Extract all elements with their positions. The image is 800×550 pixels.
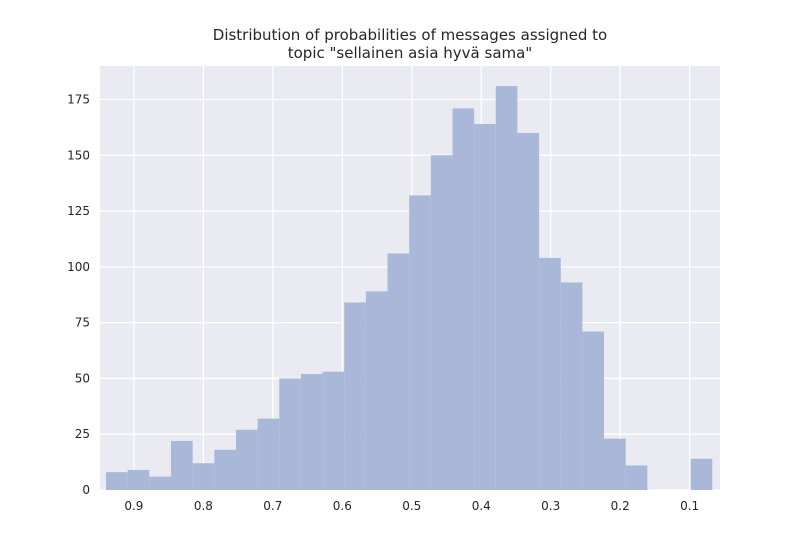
- y-tick-label: 25: [75, 427, 90, 441]
- histogram-bar: [170, 440, 193, 490]
- histogram-bar: [344, 302, 366, 490]
- histogram-bar: [149, 476, 171, 490]
- histogram-bar: [300, 373, 323, 490]
- y-axis-ticks: 0 25 50 75 100 125 150 175: [67, 92, 90, 497]
- histogram-bar: [690, 458, 713, 490]
- x-axis-ticks: 0.9 0.8 0.7 0.6 0.5 0.4 0.3 0.2 0.1: [124, 499, 699, 513]
- histogram-bar: [322, 371, 345, 490]
- chart-title-line-2: topic "sellainen asia hyvä sama": [288, 44, 532, 62]
- histogram-bar: [474, 124, 496, 490]
- chart-title-line-1: Distribution of probabilities of message…: [213, 26, 607, 44]
- x-tick-label: 0.2: [611, 499, 630, 513]
- y-tick-label: 0: [82, 483, 90, 497]
- histogram-bar: [452, 108, 475, 491]
- x-tick-label: 0.4: [472, 499, 491, 513]
- x-tick-label: 0.9: [124, 499, 143, 513]
- histogram-bar: [430, 155, 453, 490]
- histogram-bars: [106, 86, 713, 491]
- x-tick-label: 0.5: [402, 499, 421, 513]
- histogram-bar: [409, 195, 431, 490]
- x-tick-label: 0.3: [541, 499, 560, 513]
- x-tick-label: 0.7: [263, 499, 282, 513]
- histogram-bar: [539, 257, 561, 490]
- histogram-bar: [560, 282, 583, 490]
- y-tick-label: 125: [67, 204, 90, 218]
- y-tick-label: 150: [67, 148, 90, 162]
- y-tick-label: 175: [67, 92, 90, 106]
- histogram-bar: [235, 429, 258, 490]
- histogram-bar: [387, 253, 410, 490]
- histogram-bar: [214, 449, 236, 490]
- histogram-bar: [192, 463, 215, 490]
- y-tick-label: 100: [67, 260, 90, 274]
- histogram-bar: [582, 331, 605, 490]
- histogram-bar: [365, 291, 388, 490]
- y-tick-label: 50: [75, 371, 90, 385]
- histogram-bar: [495, 86, 518, 490]
- histogram-bar: [257, 418, 280, 490]
- histogram-bar: [604, 438, 626, 490]
- histogram-bar: [517, 132, 540, 490]
- x-tick-label: 0.1: [680, 499, 699, 513]
- histogram-bar: [625, 465, 648, 490]
- histogram-bar: [127, 469, 150, 490]
- x-tick-label: 0.6: [333, 499, 352, 513]
- histogram-bar: [106, 472, 128, 490]
- histogram-bar: [279, 378, 301, 490]
- x-tick-label: 0.8: [194, 499, 213, 513]
- y-tick-label: 75: [75, 316, 90, 330]
